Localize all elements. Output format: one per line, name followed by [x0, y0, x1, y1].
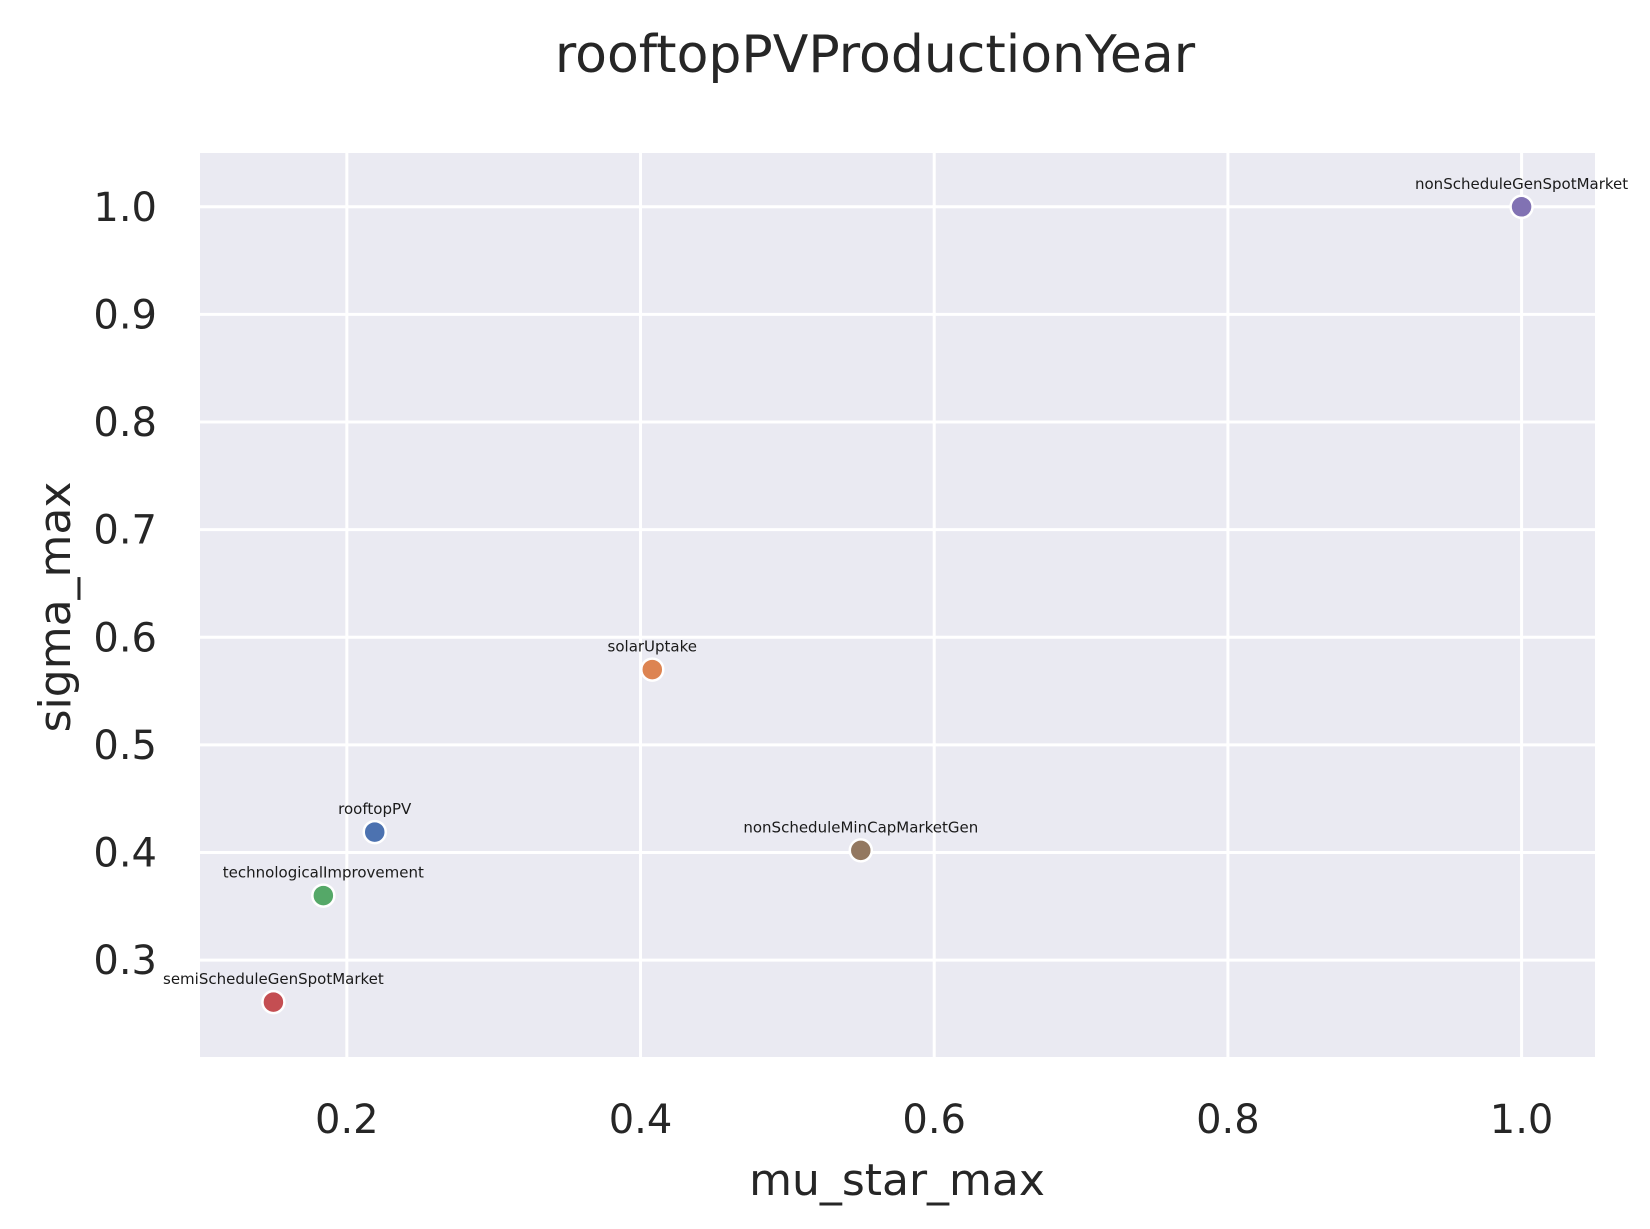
point-label: solarUptake [608, 638, 697, 656]
y-axis-label: sigma_max [30, 482, 81, 733]
x-axis-label: mu_star_max [749, 1155, 1045, 1206]
grid-lines [200, 153, 1595, 1057]
scatter-point [640, 657, 665, 682]
scatter-point [848, 838, 874, 863]
scatter-point [261, 989, 286, 1015]
point-label: nonScheduleMinCapMarketGen [743, 818, 978, 836]
scatter-point [311, 883, 336, 908]
point-label: nonScheduleGenSpotMarket [1415, 175, 1628, 193]
data-points [261, 194, 1534, 1015]
point-label: semiScheduleGenSpotMarket [163, 970, 384, 988]
y-tick-label: 0.7 [93, 508, 157, 554]
chart-title: rooftopPVProductionYear [555, 25, 1196, 85]
x-tick-label: 0.2 [315, 1097, 379, 1143]
y-tick-label: 1.0 [93, 185, 157, 231]
point-label: technologicalImprovement [223, 864, 424, 882]
y-tick-label: 0.4 [93, 831, 157, 877]
y-tick-label: 0.6 [93, 615, 157, 661]
point-label: rooftopPV [338, 800, 412, 818]
y-tick-label: 0.5 [93, 723, 157, 769]
y-tick-label: 0.3 [93, 938, 157, 984]
x-tick-label: 0.8 [1196, 1097, 1260, 1143]
y-tick-label: 0.9 [93, 292, 157, 338]
y-tick-label: 0.8 [93, 400, 157, 446]
plot-area [200, 153, 1595, 1057]
x-tick-labels: 0.2 0.4 0.6 0.8 1.0 [315, 1097, 1553, 1143]
x-tick-label: 0.4 [609, 1097, 673, 1143]
x-tick-label: 1.0 [1490, 1097, 1554, 1143]
scatter-point [362, 819, 387, 845]
x-tick-label: 0.6 [902, 1097, 966, 1143]
point-labels: rooftopPV solarUptake technologicalImprove… [163, 175, 1628, 988]
scatter-point [1509, 194, 1534, 220]
y-tick-labels: 0.3 0.4 0.5 0.6 0.7 0.8 0.9 1.0 [93, 185, 157, 984]
